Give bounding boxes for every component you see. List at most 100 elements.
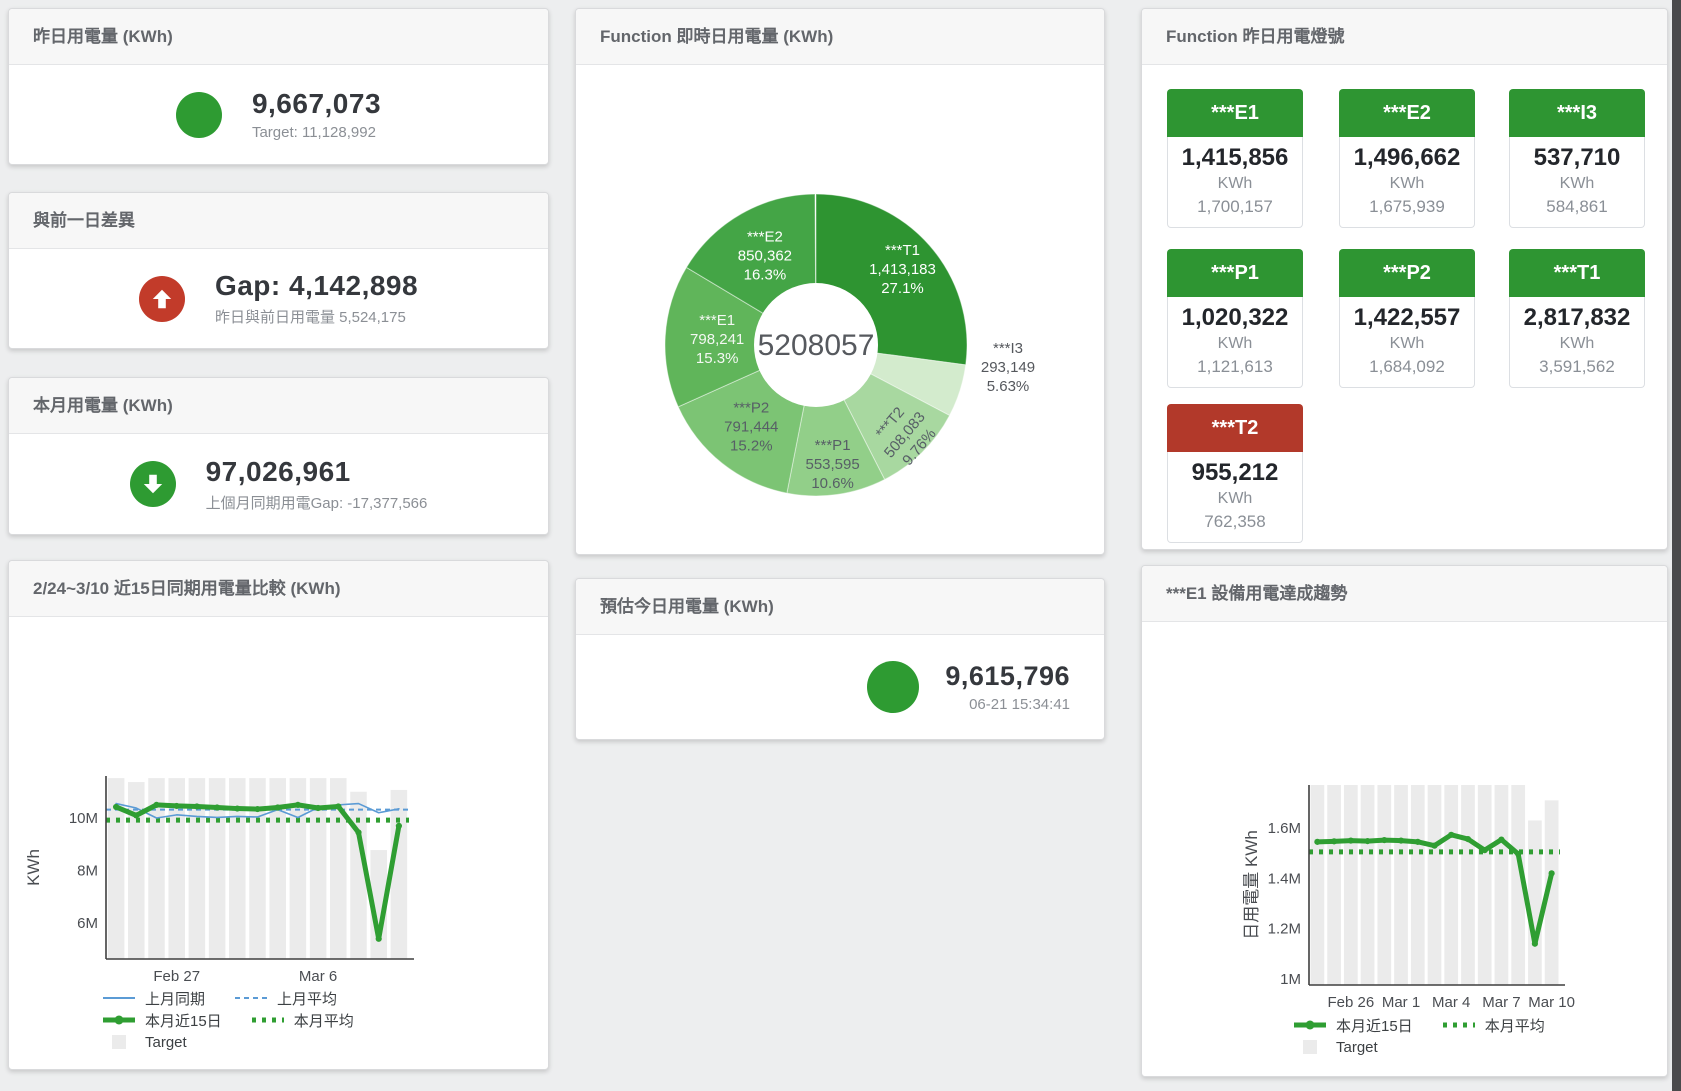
lights-tile-grid: ***E1 1,415,856 KWh 1,700,157 ***E2 1,496,662… <box>1142 65 1667 549</box>
card-day-gap: 與前一日差異 Gap: 4,142,898 昨日與前日用電量 5,524,175 <box>8 192 549 349</box>
y-tick-label: 1.2M <box>1268 921 1301 938</box>
x-tick-label: Mar 10 <box>1528 994 1575 1010</box>
light-tile-P1: ***P1 1,020,322 KWh 1,121,613 <box>1167 249 1303 388</box>
target-bar <box>148 778 165 959</box>
today-estimate-stat: 9,615,796 06-21 15:34:41 <box>576 635 1104 739</box>
legend-item[interactable]: Target <box>1292 1039 1378 1056</box>
scrollbar[interactable] <box>1672 0 1681 1091</box>
donut-label-line: 27.1% <box>881 280 924 297</box>
tile-unit: KWh <box>1217 490 1253 507</box>
card-title: 本月用電量 (KWh) <box>9 378 548 434</box>
donut-label-line: 850,362 <box>738 248 792 265</box>
tile-values: 1,020,322 KWh 1,121,613 <box>1167 297 1303 388</box>
trend-chart-legend: 本月近15日 本月平均 Target <box>1292 1014 1573 1058</box>
series-marker <box>1431 842 1438 849</box>
yesterday-usage-value: 9,667,073 <box>251 88 382 119</box>
arrow-down-icon <box>143 474 162 494</box>
series-marker <box>355 829 362 836</box>
tile-values: 537,710 KWh 584,861 <box>1509 137 1645 228</box>
legend-item[interactable]: 上月平均 <box>233 988 337 1009</box>
donut-slice-label: ***T1 1,413,183 27.1% <box>869 242 936 297</box>
x-tick-label: Mar 1 <box>1382 994 1420 1010</box>
series-marker <box>1448 831 1455 838</box>
donut-label-line: ***I3 <box>993 340 1023 357</box>
legend-label: 本月近15日 <box>1336 1017 1413 1035</box>
legend-label: 本月平均 <box>1484 1017 1545 1035</box>
legend-item[interactable]: 本月平均 <box>1441 1015 1545 1036</box>
series-marker <box>315 804 322 812</box>
tile-target-value: 3,591,562 <box>1539 357 1615 376</box>
target-bar <box>1360 785 1375 985</box>
tile-unit: KWh <box>1559 335 1595 352</box>
y-tick-label: 10M <box>69 810 98 827</box>
legend-item[interactable]: 本月近15日 <box>1292 1015 1413 1036</box>
series-marker <box>173 802 180 810</box>
y-tick-label: 8M <box>77 863 98 880</box>
month-usage-sub: 上個月同期用電Gap: -17,377,566 <box>205 494 428 512</box>
arrow-down-circle-icon <box>129 461 176 507</box>
tile-status-header: ***T1 <box>1509 249 1645 297</box>
series-marker <box>1397 837 1405 844</box>
target-bar <box>1511 785 1526 985</box>
donut-slice-label: ***I3 293,149 5.63% <box>981 340 1035 395</box>
tile-values: 1,496,662 KWh 1,675,939 <box>1339 137 1475 228</box>
series-marker <box>113 803 120 811</box>
target-bar <box>1528 820 1542 985</box>
today-estimate-time: 06-21 15:34:41 <box>969 696 1070 713</box>
status-circle-icon <box>867 661 920 713</box>
donut-label-line: ***T1 <box>885 242 920 259</box>
series-marker <box>294 801 301 808</box>
legend-item[interactable]: 本月平均 <box>250 1010 354 1031</box>
legend-row: Target <box>1292 1036 1573 1058</box>
donut-slice-E1[interactable] <box>664 266 818 408</box>
series-marker <box>1364 838 1371 845</box>
series-marker <box>1548 870 1555 877</box>
legend-label: Target <box>145 1033 187 1051</box>
target-bar <box>1427 785 1442 985</box>
arrow-up-icon <box>152 289 172 308</box>
series-marker <box>1347 837 1354 844</box>
light-tile-T2: ***T2 955,212 KWh 762,358 <box>1167 404 1303 543</box>
light-tile-P2: ***P2 1,422,557 KWh 1,684,092 <box>1339 249 1475 388</box>
compare-line-chart: 6M 8M 10M KWh Feb 27 Mar 6 <box>24 776 414 983</box>
donut-label-line: 10.6% <box>811 475 854 492</box>
tile-target-value: 1,684,092 <box>1369 357 1445 376</box>
card-title: 2/24~3/10 近15日同期用電量比較 (KWh) <box>9 561 548 617</box>
x-tick-label: Mar 7 <box>1482 994 1520 1010</box>
donut-label-line: 15.2% <box>730 437 773 454</box>
target-bar <box>1494 785 1509 985</box>
tile-status-header: ***T2 <box>1167 404 1303 452</box>
target-bar <box>309 778 327 959</box>
x-tick-label: Feb 26 <box>1327 994 1374 1010</box>
donut-slice-label: ***E1 798,241 15.3% <box>690 312 744 367</box>
tile-status-header: ***E1 <box>1167 89 1303 137</box>
compare-chart-legend: 上月同期 上月平均 本月近15日 本月平均 Target <box>101 987 382 1053</box>
series-marker <box>214 804 221 811</box>
tile-values: 1,415,856 KWh 1,700,157 <box>1167 137 1303 228</box>
legend-item[interactable]: 上月同期 <box>101 988 205 1009</box>
donut-label-line: 5.63% <box>987 378 1030 395</box>
legend-item[interactable]: Target <box>101 1034 187 1051</box>
month-usage-value: 97,026,961 <box>205 455 351 487</box>
legend-row: 上月同期 上月平均 <box>101 987 382 1009</box>
tile-usage-value: 1,496,662 <box>1353 144 1461 171</box>
series-marker <box>133 812 140 819</box>
line-swatch-icon <box>101 991 137 1005</box>
legend-row: 本月近15日 本月平均 <box>101 1009 382 1031</box>
target-bar <box>188 778 206 959</box>
light-tile-T1: ***T1 2,817,832 KWh 3,591,562 <box>1509 249 1645 388</box>
tile-usage-value: 955,212 <box>1191 459 1279 486</box>
target-bar <box>1410 785 1425 985</box>
card-realtime-donut: Function 即時日用電量 (KWh) 5208057 ***T1 1,413,… <box>575 8 1105 555</box>
arrow-up-circle-icon <box>138 275 185 322</box>
donut-label-line: ***E2 <box>747 229 783 246</box>
target-bar <box>1544 800 1559 985</box>
tile-usage-value: 1,415,856 <box>1181 144 1289 171</box>
donut-center-total: 5208057 <box>758 329 875 362</box>
legend-item[interactable]: 本月近15日 <box>101 1010 222 1031</box>
legend-label: 本月近15日 <box>145 1012 222 1030</box>
dash-swatch-icon <box>233 991 269 1005</box>
y-tick-label: 1.6M <box>1268 820 1301 837</box>
card-title: 昨日用電量 (KWh) <box>9 9 548 65</box>
legend-label: 本月平均 <box>293 1012 354 1030</box>
